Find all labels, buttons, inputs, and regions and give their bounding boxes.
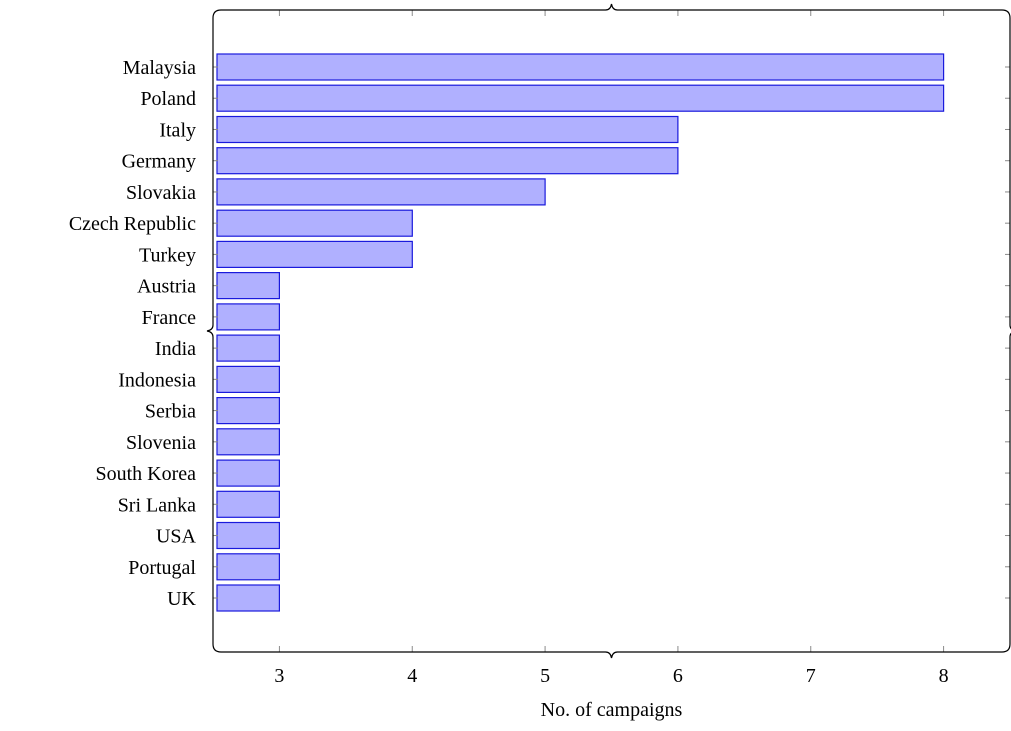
y-tick-label-serbia: Serbia	[145, 401, 196, 423]
bar-serbia	[216, 397, 281, 425]
y-tick-label-sri-lanka: Sri Lanka	[118, 494, 196, 516]
y-tick-label-indonesia: Indonesia	[118, 369, 196, 391]
y-tick-label-austria: Austria	[137, 276, 196, 298]
bars-group	[216, 53, 945, 612]
bar-turkey	[216, 240, 413, 268]
y-tick-label-india: India	[155, 338, 196, 360]
bar-india	[216, 334, 281, 362]
bar-austria	[216, 272, 281, 300]
bar-usa	[216, 521, 281, 550]
x-tick-label: 6	[673, 665, 683, 687]
y-tick-label-italy: Italy	[159, 119, 196, 141]
y-tick-label-portugal: Portugal	[128, 557, 196, 579]
labels-group: Malaysia Poland Italy Germany Slovakia Czech …	[69, 57, 949, 687]
plot-frame	[206, 3, 1011, 659]
bar-czech-republic	[216, 209, 413, 237]
y-tick-label-slovakia: Slovakia	[126, 182, 196, 204]
x-tick-label: 8	[939, 665, 949, 687]
x-axis-title: No. of campaigns	[541, 699, 683, 721]
x-tick-label: 3	[274, 665, 284, 687]
y-tick-label-poland: Poland	[140, 88, 196, 110]
bar-italy	[216, 115, 679, 144]
y-tick-label-uk: UK	[167, 588, 196, 610]
y-tick-label-south-korea: South Korea	[95, 463, 196, 485]
ticks-group	[213, 10, 1010, 652]
bar-indonesia	[216, 365, 281, 393]
y-tick-label-malaysia: Malaysia	[123, 57, 196, 79]
y-tick-label-germany: Germany	[122, 151, 196, 173]
bar-germany	[216, 147, 679, 175]
bar-france	[216, 303, 281, 331]
y-tick-label-usa: USA	[156, 526, 197, 548]
y-tick-label-slovenia: Slovenia	[126, 432, 196, 454]
bar-slovakia	[216, 178, 546, 206]
bar-portugal	[216, 553, 281, 581]
bar-south-korea	[216, 459, 281, 487]
bar-slovenia	[216, 428, 281, 456]
bar-sri-lanka	[216, 490, 281, 518]
y-tick-label-france: France	[142, 307, 197, 329]
x-tick-label: 4	[407, 665, 417, 687]
y-tick-label-czech-republic: Czech Republic	[69, 213, 196, 235]
x-tick-label: 5	[540, 665, 550, 687]
bar-malaysia	[216, 53, 945, 81]
y-tick-label-turkey: Turkey	[139, 244, 196, 266]
bar-uk	[216, 584, 281, 612]
x-tick-label: 7	[806, 665, 816, 687]
bar-poland	[216, 84, 945, 112]
